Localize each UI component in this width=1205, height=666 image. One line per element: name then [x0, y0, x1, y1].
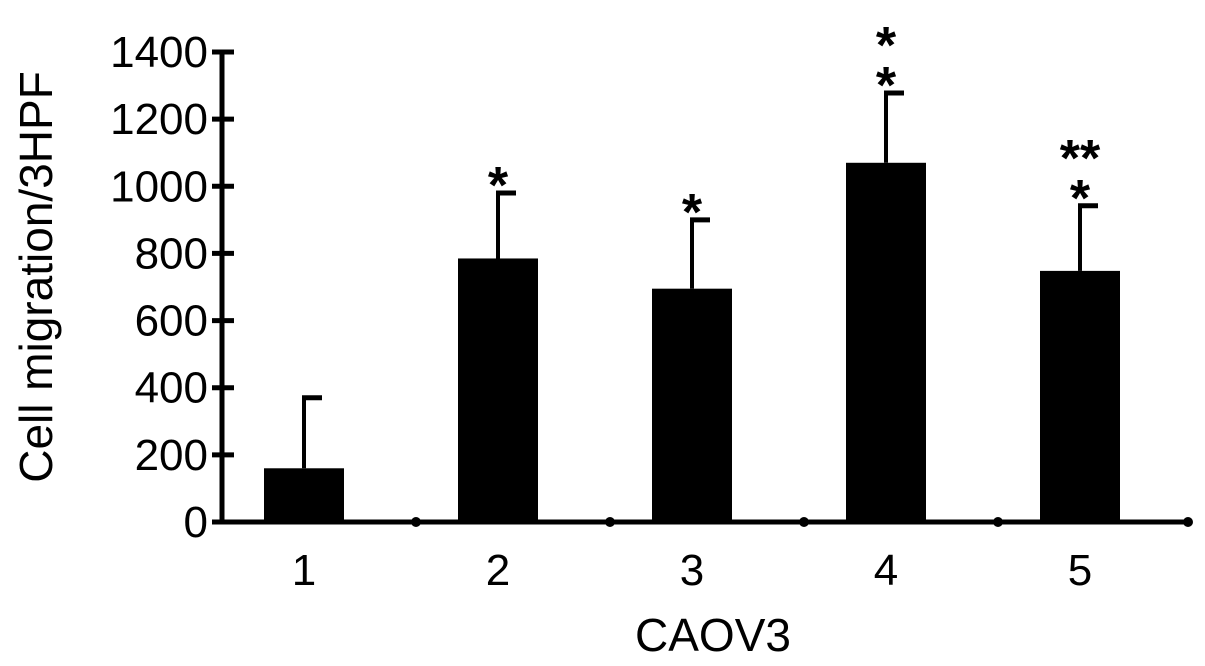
- x-tick-label: 5: [1068, 546, 1092, 595]
- x-separator-tick: [605, 517, 615, 527]
- y-tick-label: 0: [184, 498, 208, 547]
- y-axis-title: Cell migration/3HPF: [10, 71, 62, 483]
- x-axis-title: CAOV3: [635, 609, 791, 661]
- x-separator-tick: [1183, 517, 1193, 527]
- significance-label: *: [488, 157, 509, 215]
- bars: [264, 90, 1120, 523]
- bar: [264, 468, 344, 522]
- y-tick-label: 1400: [110, 28, 208, 77]
- bar: [846, 162, 926, 523]
- y-tick-label: 1000: [110, 162, 208, 211]
- significance-label: *: [1070, 170, 1091, 228]
- significance-label: *: [876, 17, 897, 75]
- significance-label: **: [1060, 130, 1101, 188]
- x-tick-label: 4: [874, 546, 898, 595]
- y-tick-label: 1200: [110, 95, 208, 144]
- x-separator-tick: [411, 517, 421, 527]
- x-tick-label: 2: [486, 546, 510, 595]
- significance-label: *: [682, 184, 703, 242]
- x-separator-tick: [799, 517, 809, 527]
- y-tick-label: 600: [135, 297, 208, 346]
- axes: [212, 49, 1193, 527]
- x-tick-label: 1: [292, 546, 316, 595]
- bar: [458, 258, 538, 522]
- y-tick-label: 800: [135, 229, 208, 278]
- x-separator-tick: [993, 517, 1003, 527]
- x-tick-label: 3: [680, 546, 704, 595]
- bar: [652, 288, 732, 522]
- significance-label: *: [876, 57, 897, 115]
- bar: [1040, 270, 1120, 522]
- y-tick-label: 400: [135, 364, 208, 413]
- y-tick-label: 200: [135, 431, 208, 480]
